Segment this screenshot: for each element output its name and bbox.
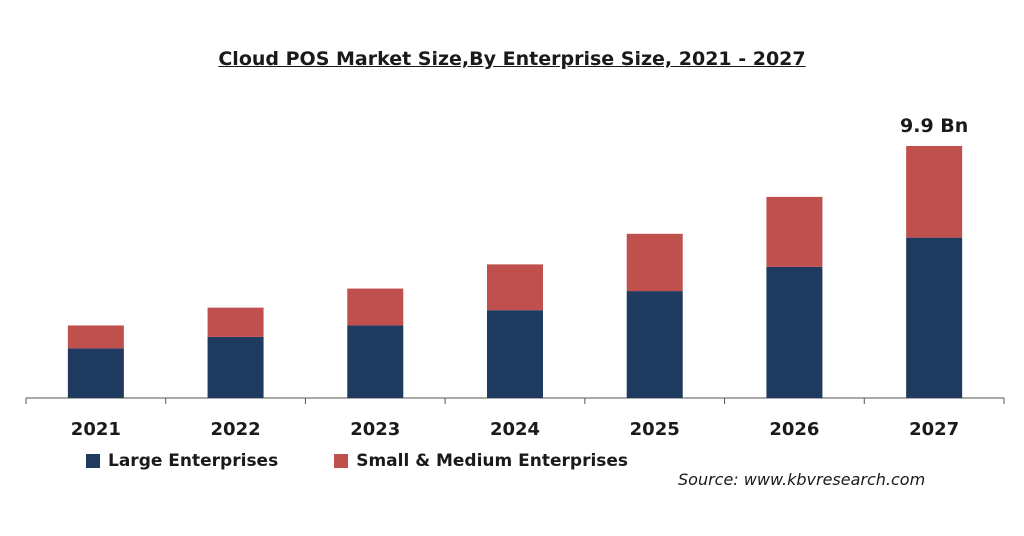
- bar-segment-large-2026: [766, 266, 823, 398]
- x-tick-label: 2022: [211, 419, 261, 440]
- legend-item-large-enterprises: Large Enterprises: [86, 451, 278, 471]
- legend-swatch-sme: [334, 454, 349, 468]
- data-label-total: 9.9 Bn: [900, 115, 968, 137]
- bar-segment-sme-2022: [207, 307, 264, 337]
- bar-segment-large-2023: [347, 325, 404, 398]
- bar-segment-sme-2023: [347, 288, 404, 326]
- bar-segment-large-2021: [67, 348, 124, 398]
- x-tick-label: 2026: [769, 419, 819, 440]
- legend-label-large-enterprises: Large Enterprises: [108, 451, 279, 471]
- x-tick-label: 2021: [71, 419, 121, 440]
- legend-item-sme: Small & Medium Enterprises: [334, 451, 628, 471]
- bar-segment-large-2022: [207, 336, 264, 398]
- legend-label-sme: Small & Medium Enterprises: [356, 451, 629, 471]
- bar-segment-large-2025: [626, 291, 683, 398]
- x-tick-label: 2025: [630, 419, 680, 440]
- bar-segment-large-2027: [906, 237, 963, 398]
- bar-segment-large-2024: [487, 310, 543, 398]
- bar-segment-sme-2026: [766, 196, 823, 267]
- legend-swatch-large-enterprises: [86, 454, 100, 468]
- bar-segment-sme-2021: [67, 325, 124, 349]
- bar-segment-sme-2025: [626, 233, 683, 292]
- x-tick-label: 2024: [490, 419, 540, 440]
- bar-segment-sme-2027: [906, 146, 963, 238]
- x-tick-label: 2023: [350, 419, 400, 440]
- x-tick-label: 2027: [909, 419, 959, 440]
- source-note: Source: www.kbvresearch.com: [678, 470, 926, 489]
- chart-title: Cloud POS Market Size,By Enterprise Size…: [218, 48, 806, 70]
- bar-segment-sme-2024: [487, 264, 543, 311]
- legend: Large Enterprises Small & Medium Enterpr…: [86, 451, 628, 471]
